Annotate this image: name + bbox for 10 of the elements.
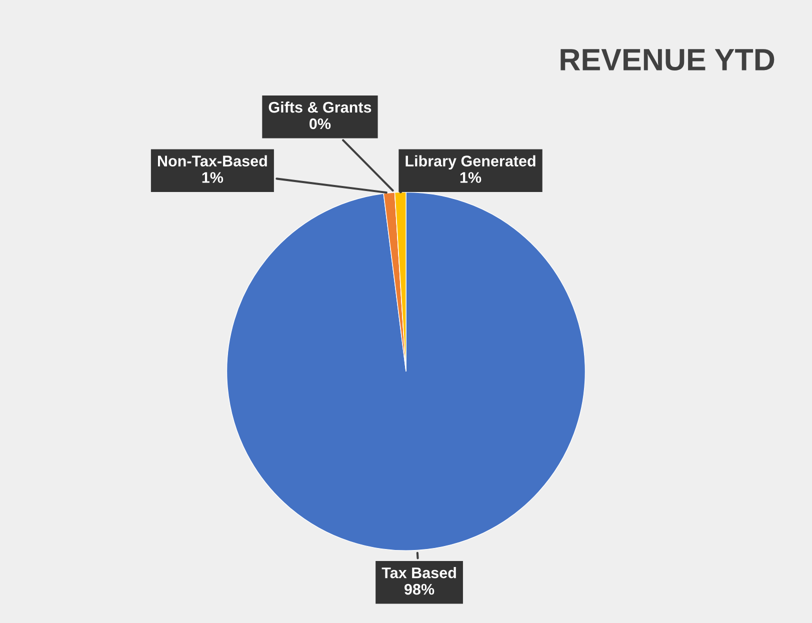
slice-label: Non-Tax-Based (158, 155, 267, 166)
data-label: 98% (404, 584, 434, 595)
slice-label: Library Generated (406, 155, 536, 170)
category-label: Gifts & Grants (268, 101, 372, 113)
text: REVENUE YTD (560, 49, 774, 70)
slice-label: Tax Based (382, 567, 456, 578)
data-label: 1% (202, 172, 224, 183)
text: 0% (310, 118, 331, 130)
data-label: 1% (460, 172, 482, 183)
pie-slice (226, 192, 586, 551)
